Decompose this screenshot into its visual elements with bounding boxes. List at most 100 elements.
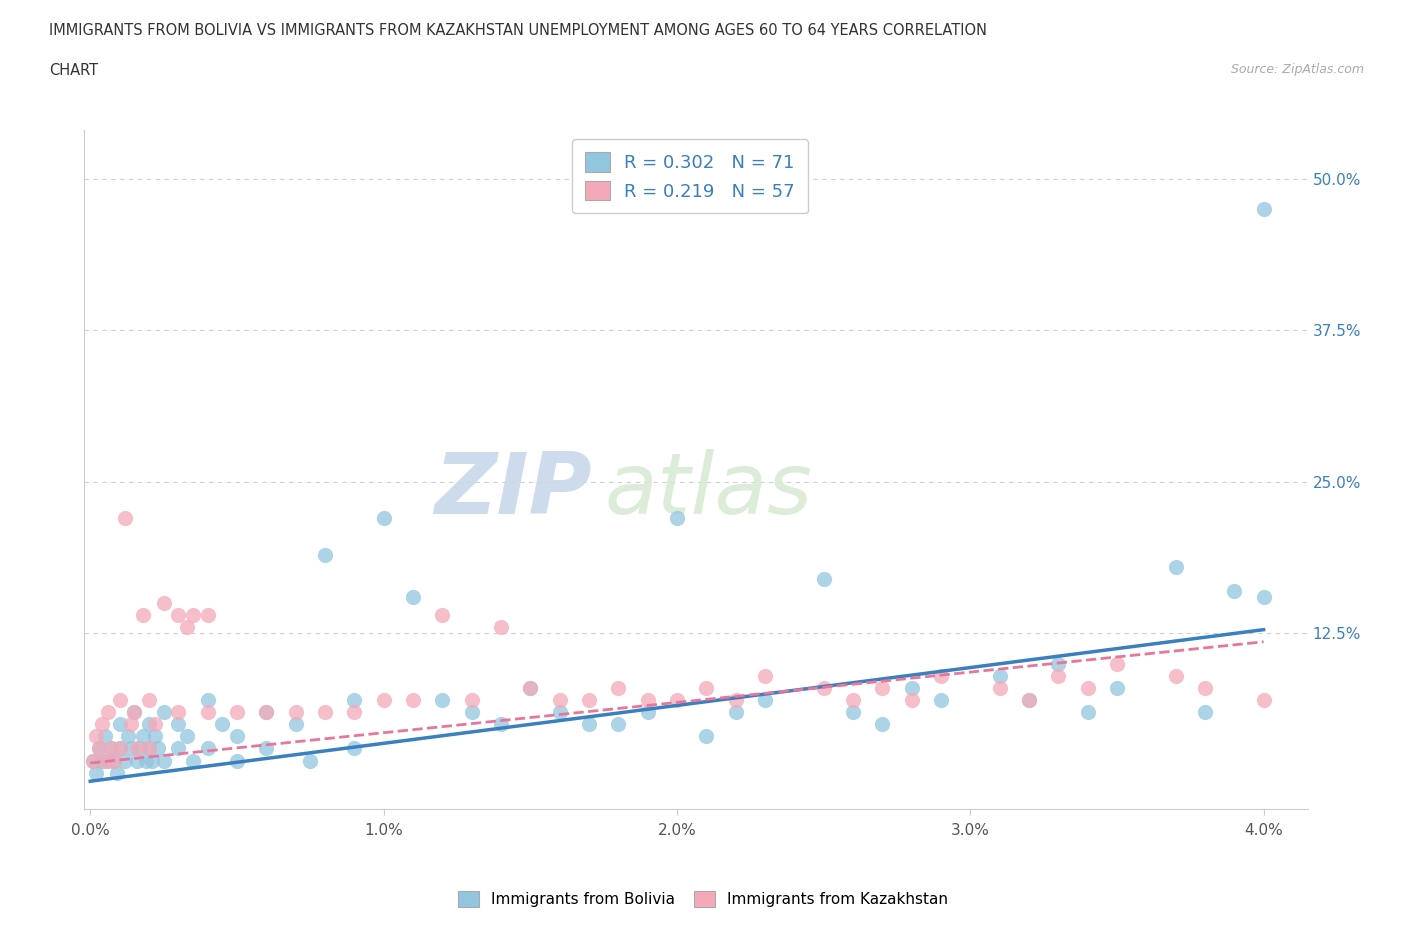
- Point: [343, 693, 366, 708]
- Point: [176, 619, 198, 634]
- Point: [152, 753, 174, 768]
- Point: [167, 717, 190, 732]
- Point: [373, 511, 395, 525]
- Point: [167, 741, 190, 756]
- Point: [1018, 693, 1040, 708]
- Point: [1047, 669, 1070, 684]
- Point: [167, 705, 190, 720]
- Point: [637, 705, 659, 720]
- Point: [1223, 583, 1246, 598]
- Point: [665, 511, 688, 525]
- Point: [225, 705, 247, 720]
- Point: [929, 669, 952, 684]
- Point: [176, 729, 198, 744]
- Point: [314, 547, 336, 562]
- Point: [87, 741, 110, 756]
- Point: [813, 681, 835, 696]
- Point: [100, 741, 122, 756]
- Point: [519, 681, 541, 696]
- Point: [754, 669, 776, 684]
- Text: CHART: CHART: [49, 63, 98, 78]
- Point: [1077, 681, 1099, 696]
- Point: [489, 717, 512, 732]
- Point: [120, 741, 142, 756]
- Point: [91, 753, 114, 768]
- Legend: Immigrants from Bolivia, Immigrants from Kazakhstan: Immigrants from Bolivia, Immigrants from…: [451, 884, 955, 913]
- Point: [578, 693, 600, 708]
- Point: [637, 693, 659, 708]
- Point: [132, 607, 155, 622]
- Point: [1253, 590, 1275, 604]
- Point: [695, 681, 717, 696]
- Point: [1047, 657, 1070, 671]
- Point: [225, 729, 247, 744]
- Point: [432, 693, 454, 708]
- Point: [97, 705, 120, 720]
- Point: [1077, 705, 1099, 720]
- Point: [138, 693, 160, 708]
- Point: [314, 705, 336, 720]
- Point: [117, 729, 139, 744]
- Point: [94, 753, 117, 768]
- Point: [138, 741, 160, 756]
- Text: IMMIGRANTS FROM BOLIVIA VS IMMIGRANTS FROM KAZAKHSTAN UNEMPLOYMENT AMONG AGES 60: IMMIGRANTS FROM BOLIVIA VS IMMIGRANTS FR…: [49, 23, 987, 38]
- Point: [225, 753, 247, 768]
- Point: [114, 511, 136, 525]
- Point: [460, 693, 482, 708]
- Point: [754, 693, 776, 708]
- Point: [695, 729, 717, 744]
- Text: Source: ZipAtlas.com: Source: ZipAtlas.com: [1230, 63, 1364, 76]
- Text: atlas: atlas: [605, 448, 813, 532]
- Point: [548, 705, 571, 720]
- Point: [82, 753, 104, 768]
- Point: [607, 681, 630, 696]
- Point: [900, 681, 922, 696]
- Point: [152, 595, 174, 610]
- Point: [1194, 705, 1216, 720]
- Point: [141, 753, 163, 768]
- Point: [402, 693, 425, 708]
- Point: [813, 571, 835, 586]
- Point: [122, 705, 145, 720]
- Point: [402, 590, 425, 604]
- Point: [1164, 559, 1187, 574]
- Point: [299, 753, 322, 768]
- Point: [1018, 693, 1040, 708]
- Point: [519, 681, 541, 696]
- Point: [343, 705, 366, 720]
- Point: [94, 729, 117, 744]
- Point: [108, 693, 131, 708]
- Legend: R = 0.302   N = 71, R = 0.219   N = 57: R = 0.302 N = 71, R = 0.219 N = 57: [572, 140, 807, 213]
- Point: [135, 753, 157, 768]
- Point: [132, 729, 155, 744]
- Point: [127, 741, 149, 756]
- Point: [254, 705, 277, 720]
- Point: [870, 717, 893, 732]
- Point: [152, 705, 174, 720]
- Point: [1253, 202, 1275, 217]
- Point: [1164, 669, 1187, 684]
- Point: [181, 753, 204, 768]
- Point: [138, 717, 160, 732]
- Point: [607, 717, 630, 732]
- Point: [1253, 693, 1275, 708]
- Point: [97, 753, 120, 768]
- Point: [343, 741, 366, 756]
- Point: [103, 753, 125, 768]
- Point: [84, 765, 107, 780]
- Point: [870, 681, 893, 696]
- Point: [100, 741, 122, 756]
- Point: [181, 607, 204, 622]
- Text: ZIP: ZIP: [434, 448, 592, 532]
- Point: [129, 741, 152, 756]
- Point: [1105, 681, 1128, 696]
- Point: [900, 693, 922, 708]
- Point: [284, 705, 307, 720]
- Point: [167, 607, 190, 622]
- Point: [197, 741, 219, 756]
- Point: [108, 741, 131, 756]
- Point: [1105, 657, 1128, 671]
- Point: [460, 705, 482, 720]
- Point: [82, 753, 104, 768]
- Point: [120, 717, 142, 732]
